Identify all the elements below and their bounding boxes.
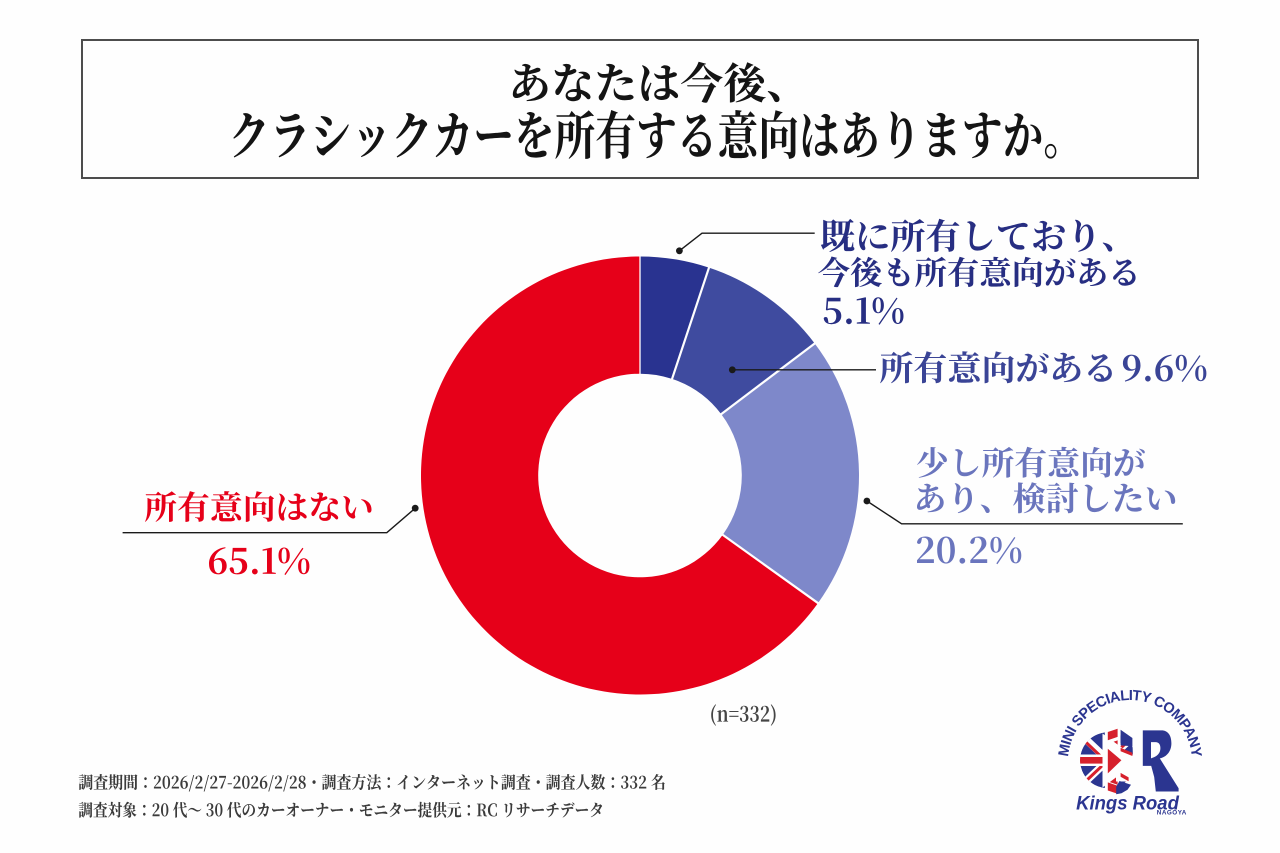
svg-text:Kings Road: Kings Road (1076, 793, 1180, 815)
svg-text:NAGOYA: NAGOYA (1157, 810, 1187, 817)
